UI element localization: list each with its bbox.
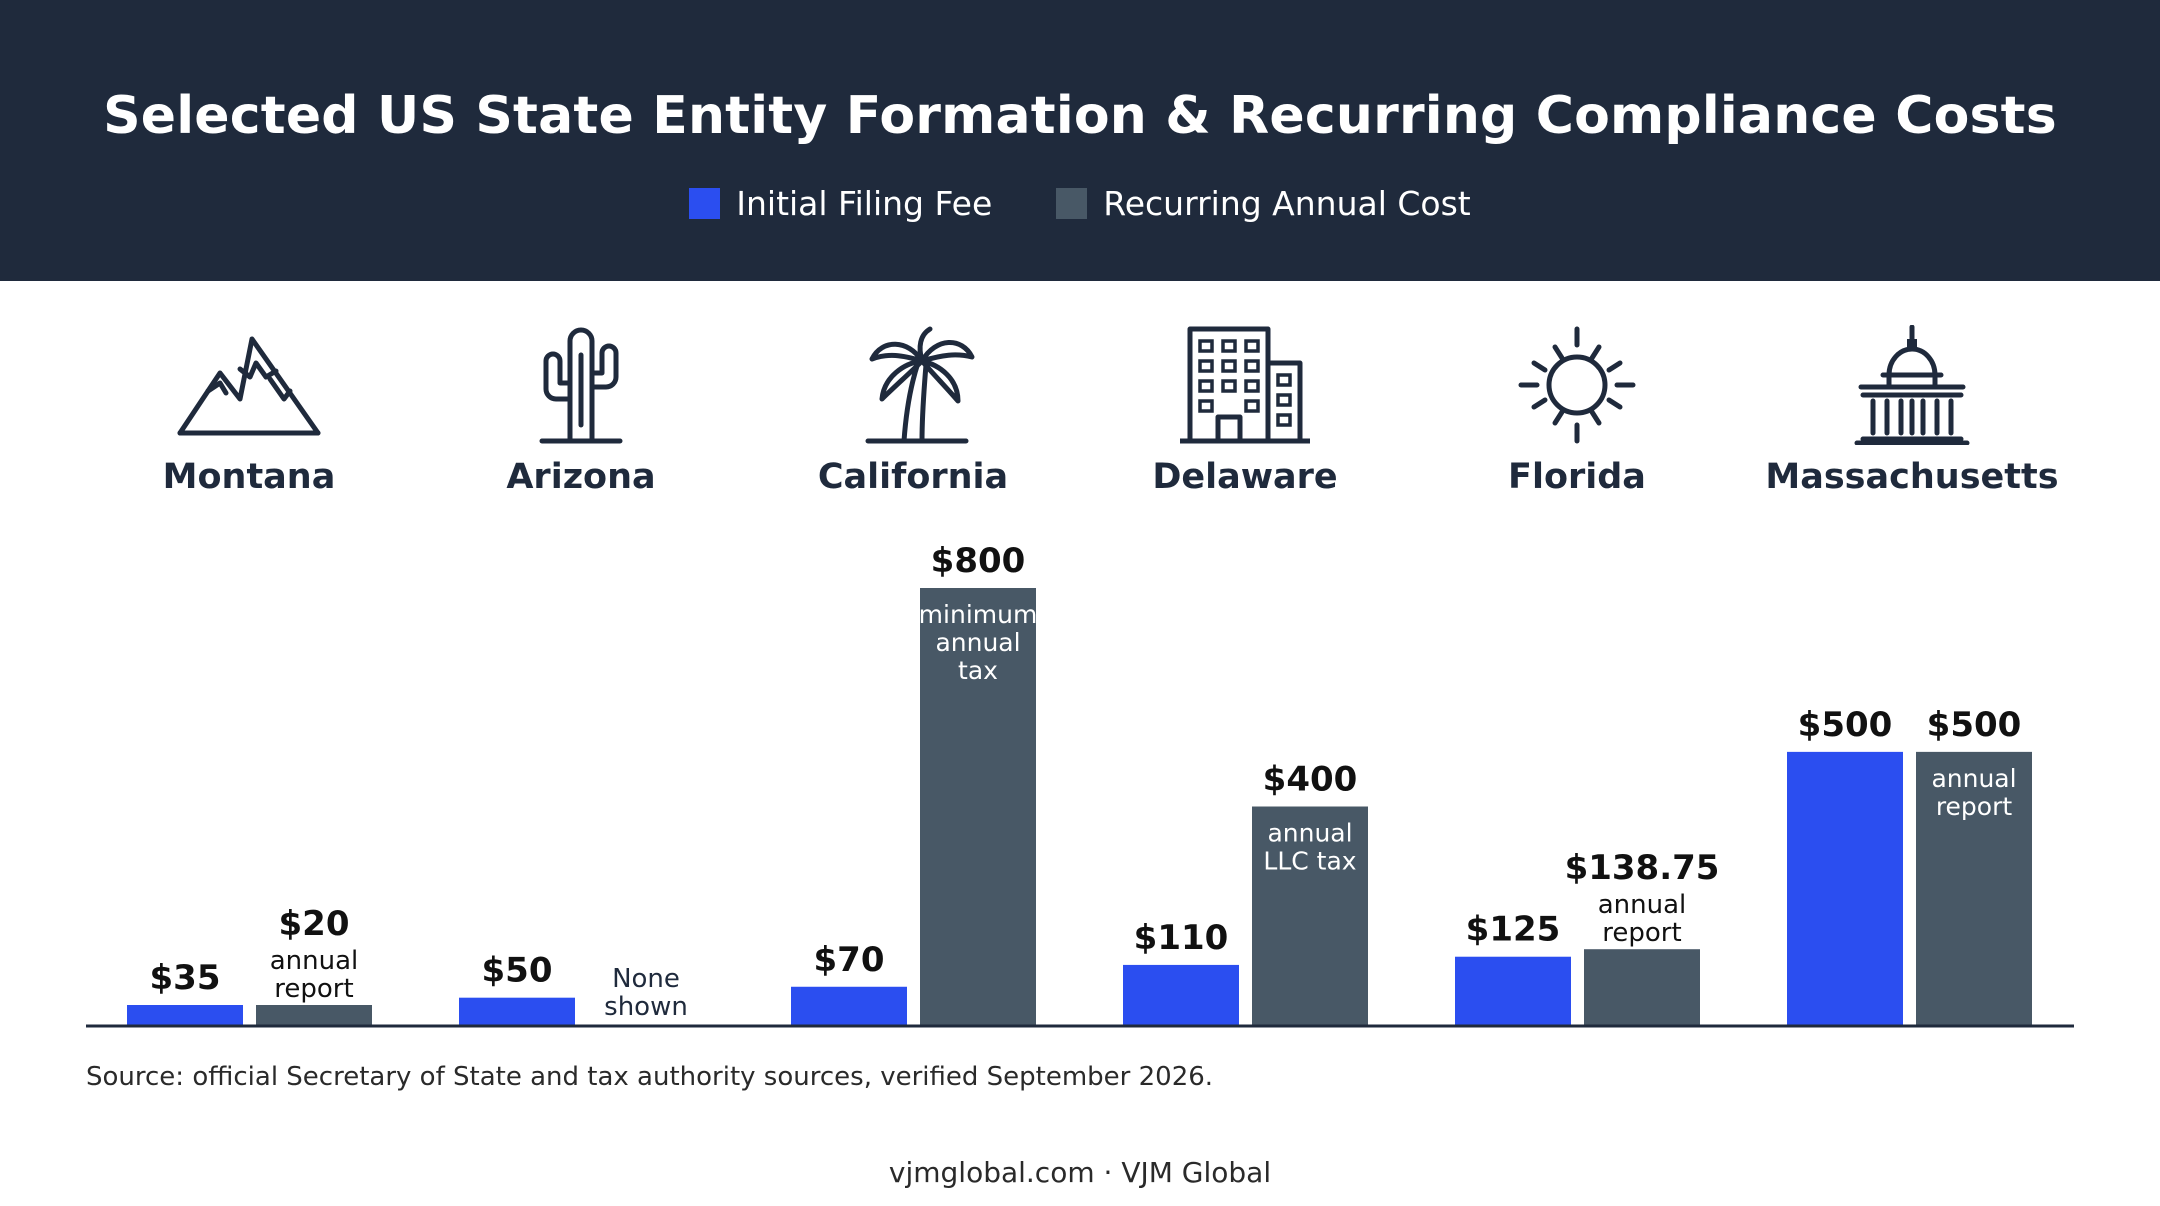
bar-initial-florida [1455, 956, 1571, 1025]
state-delaware: Delaware [1079, 325, 1411, 497]
state-california: California [747, 325, 1079, 497]
state-name-california: California [817, 457, 1009, 497]
bar-note-recurring-california-3: tax [958, 656, 998, 685]
bar-initial-massachusetts [1787, 751, 1903, 1025]
bar-note-recurring-california: minimum [919, 600, 1038, 629]
palm-tree-icon [865, 326, 975, 444]
value-label-recurring-florida: $138.75 [1565, 848, 1720, 888]
bar-recurring-florida [1584, 949, 1700, 1025]
value-label-recurring-delaware: $400 [1263, 760, 1358, 800]
bar-recurring-delaware [1252, 806, 1368, 1025]
legend-label-recurring: Recurring Annual Cost [1103, 184, 1471, 223]
legend-label-initial: Initial Filing Fee [736, 184, 993, 223]
office-building-icon [1180, 326, 1310, 444]
value-label-recurring-california: $800 [931, 541, 1026, 581]
bar-note-recurring-massachusetts-2: report [1936, 792, 2013, 821]
mountain-icon [177, 336, 321, 436]
bar-recurring-california [920, 588, 1036, 1025]
bar-note-recurring-montana-2: report [274, 974, 353, 1004]
source-note: Source: official Secretary of State and … [86, 1062, 1214, 1092]
state-florida: Florida [1411, 325, 1743, 497]
bar-recurring-massachusetts [1916, 751, 2032, 1025]
bar-note-recurring-delaware-2: LLC tax [1263, 847, 1356, 876]
bar-initial-montana [127, 1005, 243, 1025]
bar-recurring-montana [256, 1005, 372, 1025]
value-label-initial-massachusetts: $500 [1798, 705, 1893, 745]
sun-icon [1518, 326, 1636, 444]
value-label-initial-montana: $35 [150, 958, 221, 998]
bar-initial-delaware [1123, 964, 1239, 1025]
bar-note-recurring-florida: annual [1598, 890, 1687, 920]
bar-note-recurring-massachusetts: annual [1931, 764, 2016, 793]
state-montana: Montana [83, 325, 415, 497]
value-label-recurring-massachusetts: $500 [1927, 705, 2022, 745]
legend: Initial Filing Fee Recurring Annual Cost [0, 184, 2160, 223]
value-label-initial-california: $70 [814, 940, 885, 980]
bar-note-recurring-florida-2: report [1602, 918, 1681, 948]
header-banner: Selected US State Entity Formation & Rec… [0, 0, 2160, 281]
state-name-florida: Florida [1508, 457, 1646, 497]
legend-item-initial: Initial Filing Fee [689, 184, 992, 223]
footer-credit: vjmglobal.com · VJM Global [888, 1156, 1272, 1189]
state-massachusetts: Massachusetts [1746, 325, 2078, 497]
value-label-recurring-montana: $20 [279, 904, 350, 944]
bar-initial-arizona [459, 997, 575, 1025]
state-name-montana: Montana [162, 457, 336, 497]
state-arizona: Arizona [415, 325, 747, 497]
value-label-initial-arizona: $50 [482, 951, 553, 991]
legend-swatch-initial [689, 188, 721, 219]
chart-title: Selected US State Entity Formation & Rec… [103, 86, 2057, 146]
legend-swatch-recurring [1056, 188, 1088, 219]
bar-note-recurring-arizona: None [612, 964, 680, 994]
bar-initial-california [791, 986, 907, 1025]
bar-note-recurring-california-2: annual [935, 628, 1020, 657]
capitol-building-icon [1854, 325, 1970, 445]
state-name-delaware: Delaware [1152, 457, 1338, 497]
state-name-arizona: Arizona [506, 457, 656, 497]
bar-note-recurring-arizona-2: shown [604, 992, 688, 1022]
state-name-massachusetts: Massachusetts [1765, 457, 2059, 497]
bar-note-recurring-montana: annual [270, 946, 359, 976]
bar-note-recurring-delaware: annual [1267, 819, 1352, 848]
value-label-initial-delaware: $110 [1134, 918, 1229, 958]
cactus-icon [539, 327, 623, 444]
legend-item-recurring: Recurring Annual Cost [1056, 184, 1471, 223]
value-label-initial-florida: $125 [1466, 910, 1561, 950]
